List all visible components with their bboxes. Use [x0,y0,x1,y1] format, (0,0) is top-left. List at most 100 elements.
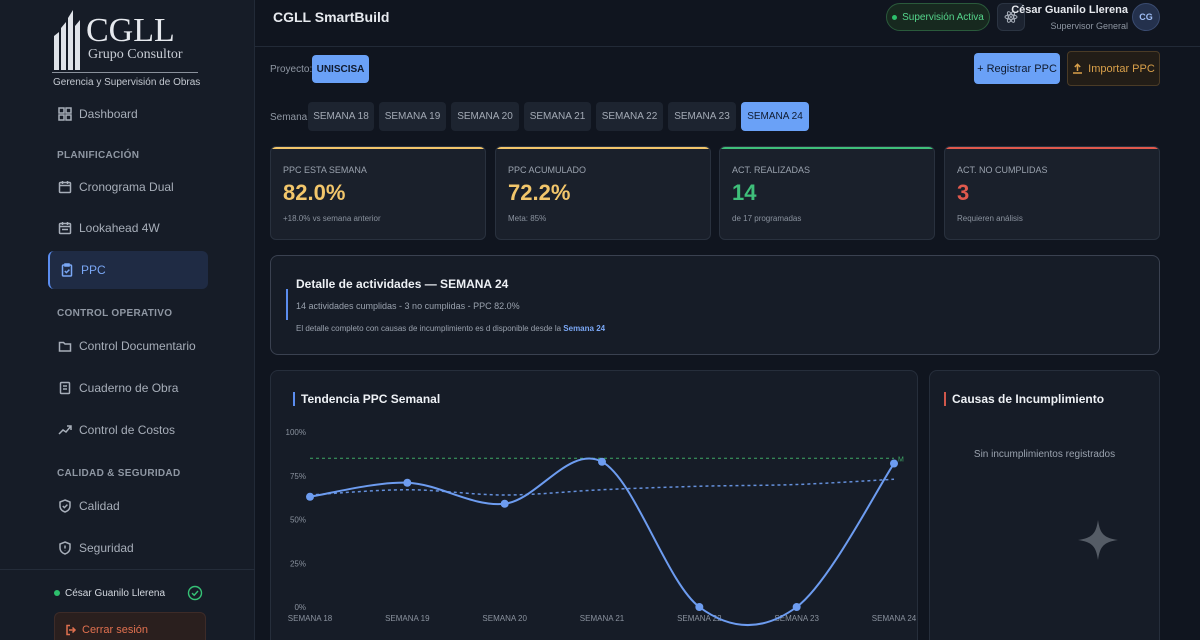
tab-semana-23[interactable]: SEMANA 23 [668,102,736,131]
nav-lookahead-label: Lookahead 4W [79,221,160,235]
kpi-accent-line [945,147,1159,149]
settings-button[interactable] [997,3,1025,31]
nav-section-planificacion: PLANIFICACIÓN [57,150,140,161]
nav-cronograma-label: Cronograma Dual [79,180,174,194]
sidebar-user: César Guanilo Llerena [54,585,204,601]
trend-line [309,478,895,496]
nav-ppc[interactable]: PPC [48,251,208,289]
tab-semana-19[interactable]: SEMANA 19 [379,102,446,131]
tab-semana-20[interactable]: SEMANA 20 [451,102,519,131]
logout-icon [66,624,77,636]
detail-note-text: El detalle completo con causas de incump… [296,324,562,333]
brand-name: CGLL [86,12,175,49]
shield-check-icon [59,499,71,513]
tab-semana-22[interactable]: SEMANA 22 [596,102,663,131]
grid-icon [58,107,72,121]
causes-panel: Causas de Incumplimiento Sin incumplimie… [929,370,1160,640]
nav-dashboard-label: Dashboard [79,107,138,121]
data-point [890,459,898,468]
import-ppc-label: Importar PPC [1088,62,1155,75]
nav-documentario[interactable]: Control Documentario [48,327,208,365]
nav-seguridad[interactable]: Seguridad [48,529,208,567]
nav-ppc-label: PPC [81,263,106,277]
ppc-trend-chart: 100% 75% 50% 25% 0% SEMANA 18 SEMANA 19 SEMANA … [286,428,917,626]
folder-icon [58,341,72,352]
y-tick-label: 50% [290,516,306,525]
nav-cronograma[interactable]: Cronograma Dual [48,168,208,206]
y-tick-label: 75% [290,472,306,481]
status-badge: Supervisión Activa [886,3,990,31]
nav-section-calidad: CALIDAD & SEGURIDAD [57,468,181,479]
app-title: CGLL SmartBuild [273,9,390,25]
kpi-label: ACT. NO CUMPLIDAS [957,165,1048,175]
kpi-accent-line [720,147,934,149]
nav-calidad-label: Calidad [79,499,120,513]
nav-cuaderno-label: Cuaderno de Obra [79,381,179,395]
kpi-accent-line [496,147,710,149]
detail-summary: 14 actividades cumplidas - 3 no cumplida… [296,301,520,311]
tab-semana-18[interactable]: SEMANA 18 [308,102,374,131]
trending-up-icon [58,425,72,435]
sidebar-divider [0,569,255,570]
kpi-subtext: de 17 programadas [732,214,802,223]
series-line [309,457,895,626]
nav-seguridad-label: Seguridad [79,541,134,555]
causes-empty-text: Sin incumplimientos registrados [973,449,1116,460]
kpi-label: PPC ACUMULADO [508,165,587,175]
nav-costos[interactable]: Control de Costos [48,411,208,449]
brand-tagline: Gerencia y Supervisión de Obras [53,77,201,88]
detail-accent-bar [286,289,288,320]
kpi-subtext: Meta: 85% [508,214,547,223]
data-point [306,492,314,501]
tab-semana-21[interactable]: SEMANA 21 [524,102,591,131]
trend-title: Tendencia PPC Semanal [293,392,440,406]
brand-logo: CGLL Grupo Consultor [52,6,202,86]
target-label: M [898,456,904,463]
tab-semana-24[interactable]: SEMANA 24 [741,102,809,131]
y-tick-label: 100% [286,428,306,437]
online-dot-icon [54,590,60,596]
y-tick-label: 0% [294,603,306,612]
detail-note: El detalle completo con causas de incump… [296,324,605,333]
nav-calidad[interactable]: Calidad [48,487,208,525]
activity-detail-panel: Detalle de actividades — SEMANA 24 14 ac… [270,255,1160,355]
kpi-act-realizadas: ACT. REALIZADAS 14 de 17 programadas [719,146,935,240]
kpi-label: ACT. REALIZADAS [732,165,811,175]
data-point [500,499,509,508]
data-point [403,478,412,487]
nav-cuaderno[interactable]: Cuaderno de Obra [48,369,208,407]
register-ppc-button[interactable]: + Registrar PPC [974,53,1060,84]
avatar[interactable]: CG [1132,3,1160,31]
nav-lookahead[interactable]: Lookahead 4W [48,209,208,247]
kpi-label: PPC ESTA SEMANA [283,165,367,175]
nav-documentario-label: Control Documentario [79,339,196,353]
logout-label: Cerrar sesión [82,624,149,636]
kpi-ppc-semana: PPC ESTA SEMANA 82.0% +18.0% vs semana a… [270,146,486,240]
sidebar-user-name: César Guanilo Llerena [65,587,166,599]
kpi-act-no-cumplidas: ACT. NO CUMPLIDAS 3 Requieren análisis [944,146,1160,240]
detail-title: Detalle de actividades — SEMANA 24 [296,277,509,291]
header-user-role: Supervisor General [1050,21,1128,31]
atom-icon [1004,11,1018,23]
status-dot-icon [892,14,898,20]
kpi-value: 72.2% [508,180,571,205]
clipboard-check-icon [61,263,73,277]
nav-dashboard[interactable]: Dashboard [48,95,208,133]
kpi-value: 14 [732,180,757,205]
shield-alert-icon [59,541,71,555]
calendar-grid-icon [58,222,72,235]
detail-week-link[interactable]: Semana 24 [563,324,606,333]
check-circle-icon [187,585,203,601]
causes-title: Causas de Incumplimiento [944,392,1104,406]
x-tick-label: SEMANA 19 [385,614,430,623]
notebook-icon [59,381,71,395]
kpi-subtext: Requieren análisis [957,214,1023,223]
project-select[interactable]: UNISCISA [312,55,369,83]
logout-button[interactable]: Cerrar sesión [54,612,206,640]
import-ppc-button[interactable]: Importar PPC [1067,51,1160,86]
status-label: Supervisión Activa [902,11,984,23]
logo-mark-icon [54,10,80,70]
y-tick-label: 25% [290,559,306,568]
x-tick-label: SEMANA 22 [677,614,722,623]
x-tick-label: SEMANA 20 [482,614,527,623]
